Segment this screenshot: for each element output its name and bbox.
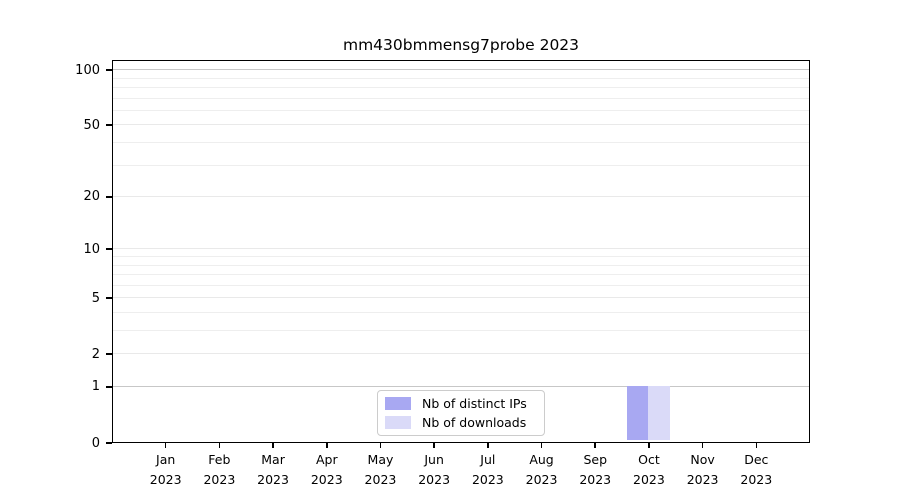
y-tick-label-20: 20: [83, 189, 100, 205]
legend-swatch-downloads: [385, 416, 411, 429]
y-tick-50: [106, 124, 112, 126]
y-tick-label-50: 50: [83, 117, 100, 133]
legend: Nb of distinct IPs Nb of downloads: [377, 390, 545, 436]
gridline-y-80: [113, 87, 809, 89]
legend-label-downloads: Nb of downloads: [422, 415, 527, 430]
gridline-y-60: [113, 109, 809, 111]
x-tick-label-jul: Jul 2023: [471, 452, 504, 487]
x-tick-label-dec: Dec 2023: [740, 452, 773, 487]
legend-swatch-distinct-ips: [385, 397, 411, 410]
gridline-y-70: [113, 97, 809, 99]
x-tick-nov: [701, 443, 704, 448]
gridline-y-40: [113, 142, 809, 144]
x-tick-sep: [594, 443, 596, 448]
gridline-y-2: [113, 353, 809, 355]
gridline-y-3: [113, 330, 809, 332]
gridline-y-20: [113, 196, 809, 198]
gridline-y-90: [113, 77, 809, 79]
x-tick-mar: [272, 443, 274, 448]
gridline-y-5: [113, 297, 809, 299]
gridline-y-50: [113, 124, 809, 126]
chart-title: mm430bmmensg7probe 2023: [342, 36, 580, 54]
legend-label-distinct-ips: Nb of distinct IPs: [422, 396, 527, 411]
gridline-y-8: [113, 264, 809, 266]
legend-item-downloads: Nb of downloads: [385, 415, 536, 430]
plot-area: [112, 60, 810, 443]
y-tick-1: [106, 386, 112, 388]
gridline-y-100: [113, 69, 809, 71]
x-tick-label-apr: Apr 2023: [310, 452, 343, 487]
y-tick-label-10: 10: [83, 241, 100, 257]
y-tick-10: [106, 248, 112, 250]
bar-distinct-ips-oct: [626, 386, 649, 441]
bar-downloads-oct: [648, 386, 670, 441]
x-tick-dec: [755, 443, 758, 448]
x-tick-jan: [164, 443, 167, 448]
x-tick-label-nov: Nov 2023: [686, 452, 719, 487]
legend-item-distinct-ips: Nb of distinct IPs: [385, 396, 536, 411]
gridline-y-30: [113, 164, 809, 166]
x-tick-label-jan: Jan 2023: [149, 452, 182, 487]
x-tick-label-aug: Aug 2023: [525, 452, 558, 487]
x-tick-label-mar: Mar 2023: [257, 452, 289, 487]
x-tick-label-feb: Feb 2023: [203, 452, 236, 487]
y-tick-label-0: 0: [91, 435, 100, 451]
y-tick-0: [106, 442, 112, 444]
x-tick-jul: [487, 443, 489, 448]
x-tick-label-oct: Oct 2023: [633, 452, 665, 487]
x-tick-feb: [218, 443, 221, 448]
gridline-y-1: [113, 386, 809, 388]
x-tick-apr: [326, 443, 328, 448]
y-tick-label-2: 2: [91, 346, 100, 362]
x-tick-aug: [540, 443, 543, 448]
x-tick-jun: [433, 443, 435, 448]
x-tick-oct: [648, 443, 650, 448]
gridline-y-9: [113, 256, 809, 258]
y-tick-20: [106, 196, 112, 198]
y-tick-label-1: 1: [91, 379, 100, 395]
gridline-y-10: [113, 248, 809, 250]
gridline-y-6: [113, 284, 809, 286]
y-tick-label-100: 100: [75, 62, 100, 78]
y-tick-2: [106, 353, 112, 355]
gridline-y-7: [113, 274, 809, 276]
y-tick-label-5: 5: [91, 290, 100, 306]
x-tick-may: [379, 443, 382, 448]
x-tick-label-sep: Sep 2023: [579, 452, 612, 487]
y-tick-5: [106, 297, 112, 299]
gridline-y-4: [113, 312, 809, 314]
x-tick-label-jun: Jun 2023: [418, 452, 451, 487]
y-tick-100: [106, 69, 112, 71]
x-tick-label-may: May 2023: [364, 452, 397, 487]
